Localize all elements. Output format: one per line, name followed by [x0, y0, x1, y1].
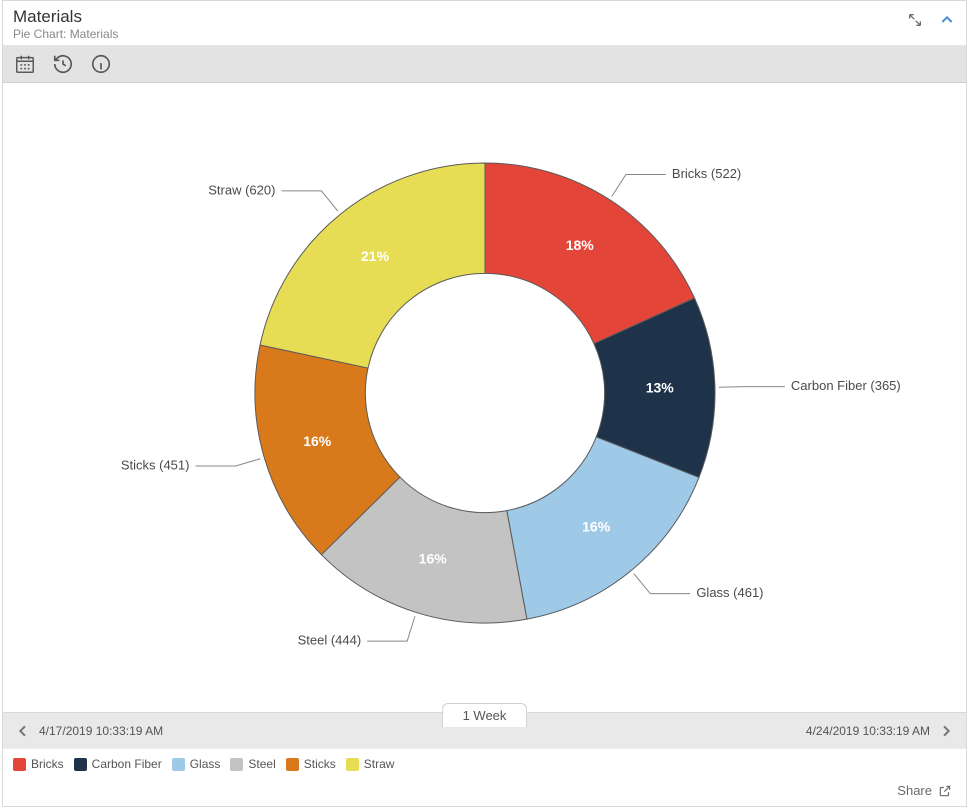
info-icon[interactable] [89, 52, 113, 76]
slice-leader [612, 174, 666, 196]
history-icon[interactable] [51, 52, 75, 76]
panel-footer: Share [3, 777, 966, 806]
legend-item[interactable]: Steel [230, 757, 275, 771]
slice-pct-label: 16% [419, 550, 448, 566]
legend-label: Steel [248, 757, 275, 771]
legend-label: Glass [190, 757, 221, 771]
legend-swatch [13, 758, 26, 771]
legend-item[interactable]: Sticks [286, 757, 336, 771]
slice-label: Straw (620) [208, 182, 275, 197]
legend-label: Straw [364, 757, 395, 771]
chart-panel: Materials Pie Chart: Materials [2, 0, 967, 807]
slice-label: Sticks (451) [121, 457, 190, 472]
slice-label: Glass (461) [696, 585, 763, 600]
slice-leader [281, 191, 337, 211]
slice-label: Carbon Fiber (365) [791, 378, 901, 393]
slice-leader [719, 387, 785, 388]
donut-chart: 18% Bricks (522) 13% Carbon Fiber (365) 16% G… [3, 83, 968, 683]
time-start-label: 4/17/2019 10:33:19 AM [39, 724, 163, 738]
header-actions [906, 7, 956, 29]
slice-leader [634, 574, 691, 594]
toolbar [3, 46, 966, 83]
donut-slice[interactable] [260, 163, 485, 368]
slice-pct-label: 18% [566, 237, 595, 253]
collapse-icon[interactable] [938, 11, 956, 29]
calendar-icon[interactable] [13, 52, 37, 76]
time-range-tab[interactable]: 1 Week [442, 703, 528, 727]
legend-item[interactable]: Bricks [13, 757, 64, 771]
expand-icon[interactable] [906, 11, 924, 29]
legend-label: Bricks [31, 757, 64, 771]
time-prev-button[interactable] [11, 723, 35, 739]
time-range-bar: 1 Week 4/17/2019 10:33:19 AM 4/24/2019 1… [3, 712, 966, 748]
share-label: Share [897, 783, 932, 798]
legend-item[interactable]: Carbon Fiber [74, 757, 162, 771]
panel-header: Materials Pie Chart: Materials [3, 1, 966, 46]
slice-label: Steel (444) [298, 633, 362, 648]
time-end-label: 4/24/2019 10:33:19 AM [806, 724, 930, 738]
legend-swatch [286, 758, 299, 771]
legend-swatch [346, 758, 359, 771]
panel-title: Materials [13, 7, 118, 27]
slice-pct-label: 16% [303, 433, 332, 449]
time-next-button[interactable] [934, 723, 958, 739]
slice-pct-label: 21% [361, 248, 390, 264]
header-titles: Materials Pie Chart: Materials [13, 7, 118, 41]
legend-item[interactable]: Straw [346, 757, 395, 771]
slice-leader [195, 459, 260, 466]
chart-area: 18% Bricks (522) 13% Carbon Fiber (365) 16% G… [3, 83, 966, 712]
slice-pct-label: 13% [646, 379, 675, 395]
legend-label: Carbon Fiber [92, 757, 162, 771]
legend-swatch [230, 758, 243, 771]
legend-label: Sticks [304, 757, 336, 771]
slice-label: Bricks (522) [672, 166, 741, 181]
legend-swatch [74, 758, 87, 771]
panel-subtitle: Pie Chart: Materials [13, 27, 118, 41]
share-button[interactable]: Share [897, 783, 952, 798]
legend-swatch [172, 758, 185, 771]
slice-leader [367, 616, 415, 641]
legend-item[interactable]: Glass [172, 757, 221, 771]
slice-pct-label: 16% [582, 519, 611, 535]
legend: Bricks Carbon Fiber Glass Steel Sticks Straw [3, 748, 966, 777]
